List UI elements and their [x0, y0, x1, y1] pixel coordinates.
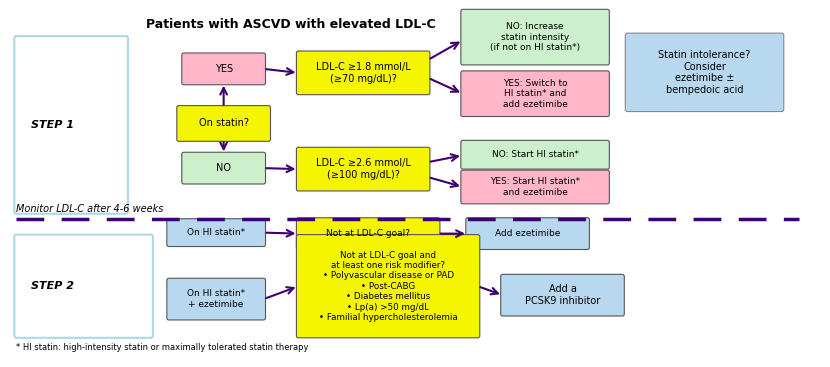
Text: Add ezetimibe: Add ezetimibe [495, 229, 560, 238]
Text: Statin intolerance?
Consider
ezetimibe ±
bempedoic acid: Statin intolerance? Consider ezetimibe ±… [658, 50, 750, 95]
FancyBboxPatch shape [625, 33, 784, 112]
Text: Monitor LDL-C after 4-6 weeks: Monitor LDL-C after 4-6 weeks [17, 204, 164, 214]
FancyBboxPatch shape [182, 152, 266, 184]
FancyBboxPatch shape [296, 147, 430, 191]
Text: Not at LDL-C goal and
at least one risk modifier?
• Polyvascular disease or PAD
: Not at LDL-C goal and at least one risk … [319, 251, 457, 322]
FancyBboxPatch shape [296, 218, 440, 250]
FancyBboxPatch shape [167, 278, 266, 320]
Text: Patients with ASCVD with elevated LDL-C: Patients with ASCVD with elevated LDL-C [146, 18, 436, 31]
FancyBboxPatch shape [14, 235, 153, 338]
FancyBboxPatch shape [461, 140, 609, 169]
Text: YES: Start HI statin*
and ezetimibe: YES: Start HI statin* and ezetimibe [490, 177, 580, 197]
Text: LDL-C ≥1.8 mmol/L
(≥70 mg/dL)?: LDL-C ≥1.8 mmol/L (≥70 mg/dL)? [315, 62, 411, 84]
Text: Not at LDL-C goal?: Not at LDL-C goal? [326, 229, 410, 238]
FancyBboxPatch shape [177, 106, 271, 141]
Text: NO: Increase
statin intensity
(if not on HI statin*): NO: Increase statin intensity (if not on… [490, 22, 580, 52]
Text: On HI statin*
+ ezetimibe: On HI statin* + ezetimibe [187, 290, 245, 309]
FancyBboxPatch shape [500, 274, 624, 316]
Text: NO: Start HI statin*: NO: Start HI statin* [491, 150, 579, 159]
FancyBboxPatch shape [461, 71, 609, 116]
Text: * HI statin: high-intensity statin or maximally tolerated statin therapy: * HI statin: high-intensity statin or ma… [17, 343, 309, 352]
Text: YES: Switch to
HI statin* and
add ezetimibe: YES: Switch to HI statin* and add ezetim… [503, 79, 568, 109]
Text: YES: YES [215, 64, 232, 74]
Text: STEP 1: STEP 1 [32, 120, 75, 130]
Text: NO: NO [216, 163, 231, 173]
FancyBboxPatch shape [461, 9, 609, 65]
FancyBboxPatch shape [14, 36, 128, 214]
Text: On statin?: On statin? [198, 119, 249, 128]
Text: Add a
PCSK9 inhibitor: Add a PCSK9 inhibitor [525, 284, 600, 306]
Text: STEP 2: STEP 2 [32, 281, 75, 291]
FancyBboxPatch shape [296, 235, 480, 338]
FancyBboxPatch shape [182, 53, 266, 85]
FancyBboxPatch shape [466, 218, 589, 250]
FancyBboxPatch shape [296, 51, 430, 95]
Text: On HI statin*: On HI statin* [187, 228, 245, 237]
Text: LDL-C ≥2.6 mmol/L
(≥100 mg/dL)?: LDL-C ≥2.6 mmol/L (≥100 mg/dL)? [315, 158, 411, 180]
FancyBboxPatch shape [167, 219, 266, 247]
FancyBboxPatch shape [461, 170, 609, 204]
